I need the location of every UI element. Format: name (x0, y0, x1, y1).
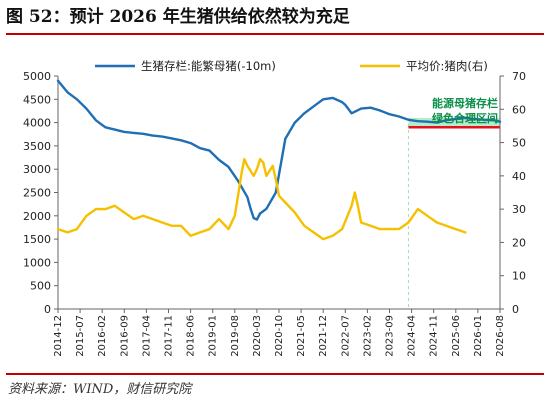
series-layer (56, 79, 502, 241)
x-axis-tick-label: 2020-10 (274, 315, 285, 357)
legend-label: 生猪存栏:能繁母猪(-10m) (141, 59, 276, 73)
pork-price-line (56, 157, 467, 241)
x-axis-tick-label: 2021-12 (318, 315, 329, 357)
right-axis-tick-label: 40 (512, 170, 526, 183)
bottom-rule (6, 373, 544, 375)
figure-title: 图 52：预计 2026 年生猪供给依然较为充足 (6, 7, 350, 27)
left-axis-tick-label: 0 (44, 303, 51, 316)
x-axis-tick-label: 2019-08 (230, 315, 241, 357)
right-axis-tick-label: 60 (512, 103, 526, 116)
left-axis-tick-label: 3500 (23, 140, 51, 153)
left-axis-tick-label: 3000 (23, 163, 51, 176)
x-axis-tick-label: 2021-05 (296, 315, 307, 357)
reasonable-band-layer (407, 117, 500, 309)
x-axis-tick-label: 2016-02 (97, 315, 108, 357)
x-axis-tick-label: 2025-06 (451, 315, 462, 357)
left-axis-tick-label: 1500 (23, 233, 51, 246)
x-axis-tick-label: 2023-09 (385, 315, 396, 357)
x-axis-tick-label: 2026-01 (473, 315, 484, 357)
x-axis-tick-label: 2014-12 (53, 315, 64, 357)
right-axis-tick-label: 0 (512, 303, 519, 316)
x-axis-tick-label: 2020-03 (252, 315, 263, 357)
title-rule (6, 33, 544, 35)
reasonable-band (408, 117, 500, 128)
source-note: 资料来源：WIND，财信研究院 (8, 382, 192, 397)
right-axis-tick-label: 10 (512, 270, 526, 283)
x-axis-tick-label: 2018-06 (186, 315, 197, 357)
left-axis-tick-label: 1000 (23, 256, 51, 269)
x-axis-tick-label: 2019-01 (208, 315, 219, 357)
legend-label: 平均价:猪肉(右) (406, 59, 488, 73)
left-axis-tick-label: 4000 (23, 117, 51, 130)
x-axis-tick-label: 2023-02 (362, 315, 373, 357)
band-annotation-label: 绿色合理区间 (432, 111, 498, 125)
x-axis-tick-label: 2024-04 (407, 315, 418, 357)
x-axis-tick-label: 2017-04 (141, 315, 152, 357)
band-annotation-label: 能源母猪存栏 (432, 96, 498, 110)
x-axis-tick-label: 2016-09 (119, 315, 130, 357)
axis-layer: 0500100015002000250030003500400045005000… (23, 70, 526, 357)
legend-layer: 生猪存栏:能繁母猪(-10m) 平均价:猪肉(右) (95, 59, 488, 73)
right-axis-tick-label: 30 (512, 203, 526, 216)
right-axis-tick-label: 20 (512, 236, 526, 249)
left-axis-tick-label: 4500 (23, 93, 51, 106)
x-axis-tick-label: 2017-11 (164, 315, 175, 357)
left-axis-tick-label: 2000 (23, 210, 51, 223)
sow-inventory-line (56, 79, 502, 221)
right-axis-tick-label: 50 (512, 137, 526, 150)
right-axis-tick-label: 70 (512, 70, 526, 83)
x-axis-tick-label: 2022-07 (340, 315, 351, 357)
left-axis-tick-label: 500 (30, 280, 51, 293)
x-axis-tick-label: 2026-08 (495, 315, 506, 357)
chart: 0500100015002000250030003500400045005000… (23, 59, 526, 357)
left-axis-tick-label: 5000 (23, 70, 51, 83)
x-axis-tick-label: 2015-07 (75, 315, 86, 357)
x-axis-tick-label: 2024-11 (429, 315, 440, 357)
left-axis-tick-label: 2500 (23, 187, 51, 200)
